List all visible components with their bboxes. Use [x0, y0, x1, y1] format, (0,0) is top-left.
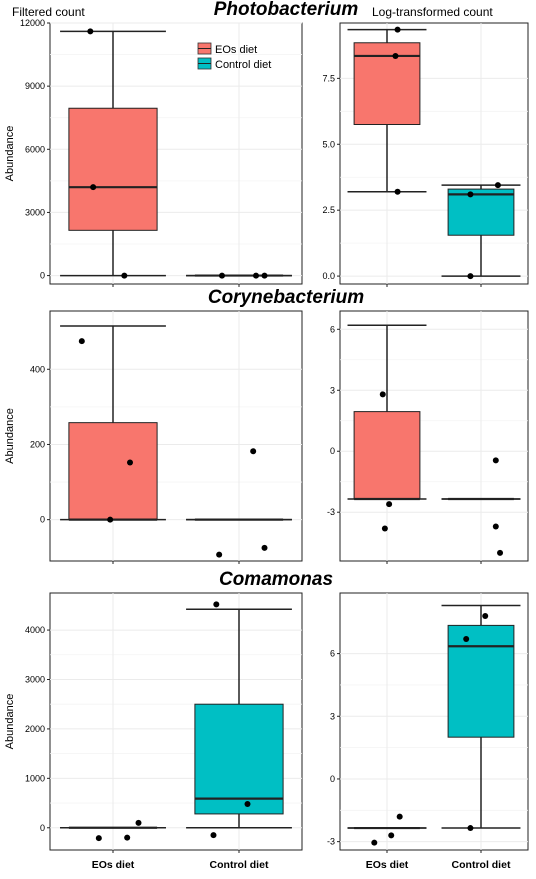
data-point [467, 825, 474, 832]
data-point [261, 272, 268, 279]
data-point [467, 273, 474, 280]
data-point [213, 601, 220, 608]
y-tick-label: 400 [30, 364, 45, 374]
x-category-label: Control diet [452, 859, 511, 871]
data-point [218, 272, 225, 279]
y-axis-label: Abundance [4, 694, 16, 750]
box-control [447, 624, 515, 738]
data-point [492, 457, 499, 464]
box-eos [68, 422, 158, 521]
y-tick-label: -3 [327, 507, 335, 517]
x-category-label: Control diet [210, 859, 269, 871]
data-point [392, 52, 399, 59]
data-point [216, 551, 223, 558]
y-tick-label: 3 [330, 711, 335, 721]
data-point [78, 338, 85, 345]
y-tick-label: 3000 [25, 207, 45, 217]
data-point [371, 839, 378, 846]
y-tick-label: 0.0 [322, 271, 335, 281]
x-category-label: EOs diet [92, 859, 135, 871]
y-tick-label: 200 [30, 439, 45, 449]
data-point [388, 832, 395, 839]
y-tick-label: 7.5 [322, 73, 335, 83]
y-tick-label: 0 [40, 271, 45, 281]
y-tick-label: 4000 [25, 625, 45, 635]
y-tick-label: 0 [40, 823, 45, 833]
y-tick-label: 0 [330, 774, 335, 784]
y-tick-label: 2000 [25, 724, 45, 734]
y-tick-label: 6 [330, 649, 335, 659]
legend: EOs diet Control diet [197, 42, 271, 71]
y-tick-label: 6 [330, 324, 335, 334]
data-point [463, 635, 470, 642]
data-point [244, 801, 251, 808]
data-point [494, 182, 501, 189]
data-point [381, 525, 388, 532]
genus-title-3: Comamonas [219, 569, 333, 590]
data-point [394, 26, 401, 33]
box-eos [68, 107, 158, 231]
data-point [121, 272, 128, 279]
data-point [467, 191, 474, 198]
legend-label-control: Control diet [215, 59, 271, 71]
y-tick-label: 5.0 [322, 139, 335, 149]
data-point [87, 28, 94, 35]
y-tick-label: 0 [330, 446, 335, 456]
data-point [386, 501, 393, 508]
data-point [261, 544, 268, 551]
y-tick-label: 12000 [20, 18, 45, 28]
data-point [394, 188, 401, 195]
data-point [95, 835, 102, 842]
data-point [107, 516, 114, 523]
data-point [250, 448, 257, 455]
y-axis-label: Abundance [4, 126, 16, 182]
data-point [127, 459, 134, 466]
y-tick-label: 2.5 [322, 205, 335, 215]
y-axis-label: Abundance [4, 408, 16, 464]
y-tick-label: 6000 [25, 144, 45, 154]
data-point [90, 184, 97, 191]
y-tick-label: 3000 [25, 674, 45, 684]
data-point [396, 813, 403, 820]
box-control [447, 188, 515, 236]
y-tick-label: -3 [327, 837, 335, 847]
y-tick-label: 0 [40, 515, 45, 525]
data-point [210, 832, 217, 839]
y-tick-label: 9000 [25, 81, 45, 91]
genus-title-1: Photobacterium [214, 0, 359, 20]
data-point [253, 272, 260, 279]
header-log-count: Log-transformed count [372, 5, 493, 19]
data-point [492, 523, 499, 530]
x-category-label: EOs diet [366, 859, 409, 871]
data-point [124, 834, 131, 841]
box-control [194, 703, 284, 815]
header-filtered-count: Filtered count [12, 5, 85, 19]
data-point [379, 391, 386, 398]
y-tick-label: 1000 [25, 773, 45, 783]
y-tick-label: 3 [330, 385, 335, 395]
data-point [482, 612, 489, 619]
data-point [135, 819, 142, 826]
data-point [497, 549, 504, 556]
box-eos [353, 411, 421, 500]
legend-label-eos: EOs diet [215, 44, 257, 56]
genus-title-2: Corynebacterium [208, 287, 364, 308]
